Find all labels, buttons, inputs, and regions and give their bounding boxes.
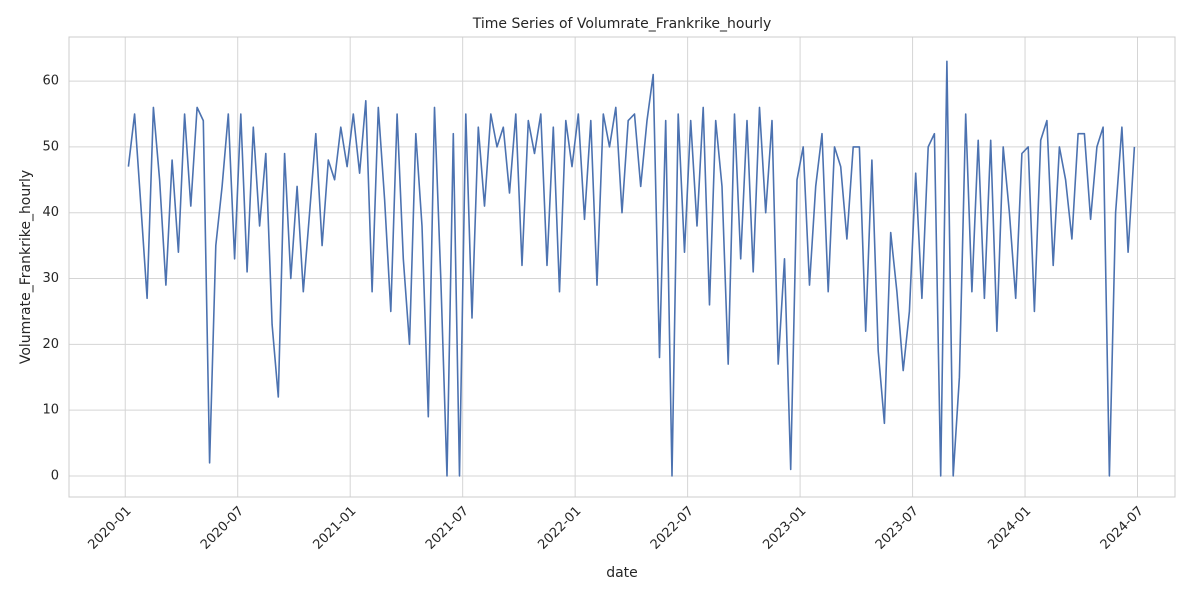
y-tick-label: 50: [42, 139, 59, 154]
y-tick-label: 60: [42, 74, 59, 89]
data-line: [127, 60, 1136, 477]
y-tick-label: 10: [42, 403, 59, 418]
y-tick-label: 20: [42, 337, 59, 352]
y-tick-label: 40: [42, 205, 59, 220]
y-tick-label: 0: [51, 468, 59, 483]
x-axis-label: date: [606, 565, 638, 581]
y-axis-label: Volumrate_Frankrike_hourly: [18, 170, 34, 364]
chart-title: Time Series of Volumrate_Frankrike_hourl…: [472, 16, 772, 32]
plot-frame: [68, 36, 1176, 498]
y-tick-label: 30: [42, 271, 59, 286]
